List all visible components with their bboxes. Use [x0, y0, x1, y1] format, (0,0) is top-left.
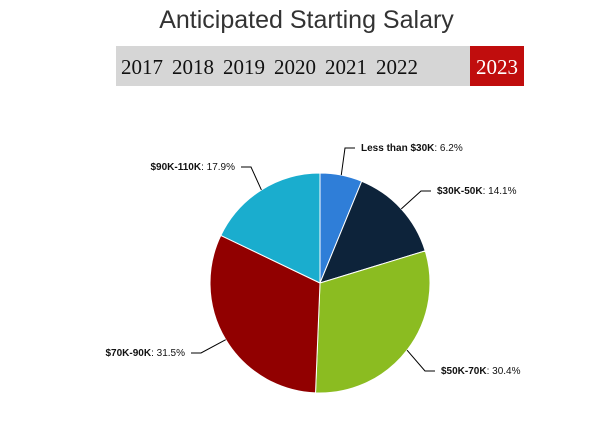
connector-70k-90k — [191, 339, 226, 354]
connector-90k-110k — [241, 166, 262, 191]
data-label-30k-50k: $30K-50K: 14.1% — [437, 186, 517, 197]
chart-title: Anticipated Starting Salary — [159, 6, 454, 34]
connector-50k-70k — [406, 349, 435, 372]
pie-slice-30k-50k[interactable] — [319, 180, 426, 284]
pie-slice-70k-90k[interactable] — [209, 234, 321, 394]
year-tab-2022[interactable]: 2022 — [376, 55, 418, 79]
pie-slice-90k-110k[interactable] — [220, 172, 321, 284]
year-tab-2020[interactable]: 2020 — [274, 55, 316, 79]
data-label-90k-110k: $90K-110K: 17.9% — [150, 162, 235, 173]
connector-30k-50k — [400, 190, 431, 210]
data-label-50k-70k: $50K-70K: 30.4% — [441, 366, 521, 377]
year-selector: 2017 2018 2019 2020 2021 2022 2023 — [116, 46, 524, 86]
data-label-less-than-30k: Less than $30K: 6.2% — [361, 143, 463, 154]
connector-less-than-30k — [340, 147, 355, 176]
year-tab-2017[interactable]: 2017 — [121, 55, 163, 79]
year-tab-2023[interactable]: 2023 — [470, 46, 524, 86]
year-tab-2019[interactable]: 2019 — [223, 55, 265, 79]
data-label-70k-90k: $70K-90K: 31.5% — [105, 348, 185, 359]
pie-slice-50k-70k[interactable] — [314, 250, 431, 394]
year-tab-2018[interactable]: 2018 — [172, 55, 214, 79]
year-tab-2021[interactable]: 2021 — [325, 55, 367, 79]
